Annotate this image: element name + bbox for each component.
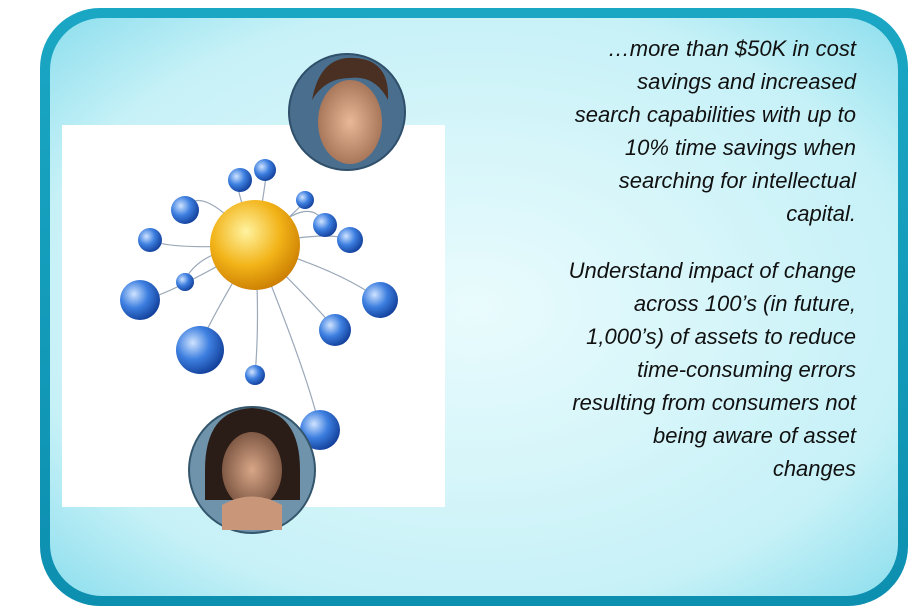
quote-line: search capabilities with up to xyxy=(575,102,856,127)
quote-line: resulting from consumers not xyxy=(572,390,857,415)
quote-line: 1,000’s) of assets to reduce xyxy=(586,324,856,349)
quote-line: across 100’s (in future, xyxy=(634,291,856,316)
quote-line: savings and increased xyxy=(637,69,857,94)
quote-line: 10% time savings when xyxy=(625,135,856,160)
quote-line: changes xyxy=(773,456,856,481)
quote-line: being aware of asset xyxy=(653,423,857,448)
quote-line: Understand impact of change xyxy=(569,258,856,283)
quote-text: …more than $50K in cost savings and incre… xyxy=(569,36,858,481)
quote-line: searching for intellectual xyxy=(619,168,857,193)
quote-line: time-consuming errors xyxy=(637,357,856,382)
quote-line: capital. xyxy=(786,201,856,226)
quote-line: …more than $50K in cost xyxy=(608,36,857,61)
portrait-woman xyxy=(188,406,316,534)
portrait-man xyxy=(288,53,406,171)
